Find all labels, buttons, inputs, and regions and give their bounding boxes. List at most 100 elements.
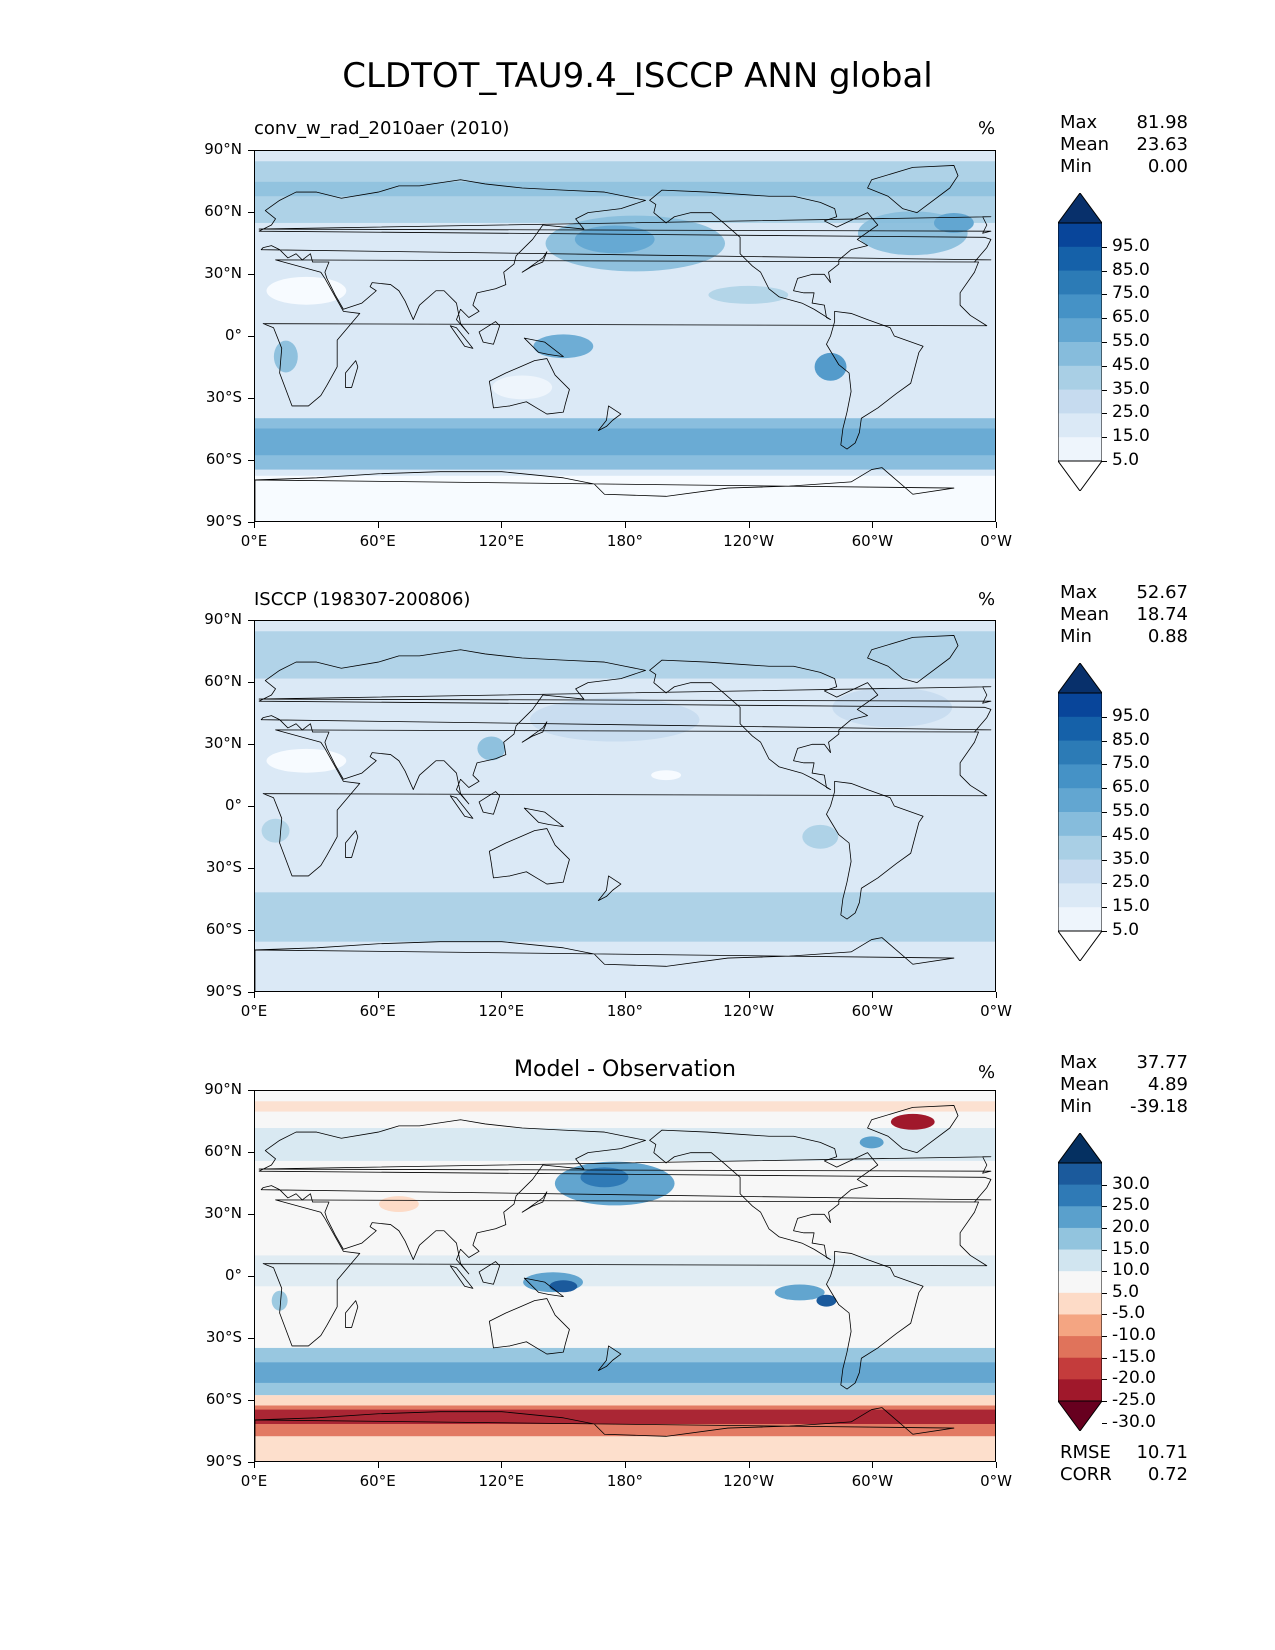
- x-tick: [872, 522, 874, 528]
- map-plot[interactable]: [254, 1090, 996, 1462]
- colorbar-tick-label: -25.0: [1112, 1390, 1156, 1410]
- colorbar-tick: [1102, 931, 1107, 932]
- y-tick: [248, 930, 254, 931]
- stats-box: Max 37.77 Mean 4.89 Min -39.18: [1060, 1052, 1188, 1118]
- colorbar-segment: [1058, 1314, 1102, 1337]
- map-plot[interactable]: [254, 620, 996, 992]
- colorbar-segment: [1058, 907, 1102, 932]
- colorbar-segment: [1058, 1336, 1102, 1359]
- colorbar-tick: [1102, 1357, 1107, 1359]
- africa-coastline: [262, 1199, 988, 1347]
- stat-mean: Mean 23.63: [1060, 134, 1188, 155]
- colorbar-tick-label: 75.0: [1112, 283, 1150, 304]
- y-tick-label: 30°N: [204, 264, 242, 282]
- blob-north-pacific-core: [580, 1167, 629, 1188]
- x-tick: [872, 992, 874, 998]
- band-antarctic-coast-core: [255, 1409, 995, 1424]
- japan-coastline: [521, 251, 548, 273]
- map-svg: [255, 1091, 995, 1461]
- x-tick: [501, 992, 503, 998]
- y-tick: [248, 992, 254, 993]
- colorbar-tick: [1102, 812, 1107, 813]
- blob-tibet-negative: [378, 1196, 419, 1213]
- colorbar-segment: [1058, 883, 1102, 908]
- x-tick: [254, 1462, 255, 1468]
- colorbar-tick: [1102, 413, 1107, 415]
- stat-min: Min 0.00: [1060, 156, 1188, 177]
- colorbar-tick-label: 35.0: [1112, 848, 1150, 869]
- map-plot[interactable]: [254, 150, 996, 522]
- map-svg: [255, 621, 995, 991]
- colorbar-tick: [1102, 246, 1107, 248]
- x-tick: [872, 1462, 874, 1468]
- blob-north-pacific-core: [574, 225, 655, 254]
- x-tick: [625, 992, 626, 998]
- colorbar-tick-label: 15.0: [1112, 426, 1150, 447]
- band-southern-ocean-core: [255, 1362, 995, 1383]
- antarctica-coastline: [255, 467, 955, 521]
- colorbar: [1058, 193, 1102, 491]
- x-tick-label: 0°E: [240, 1472, 268, 1490]
- x-tick-label: 60°E: [359, 1472, 396, 1490]
- colorbar-tick: [1102, 1379, 1107, 1381]
- blob-warm-pool-core: [549, 1280, 578, 1293]
- x-tick: [996, 992, 997, 998]
- colorbar-segment: [1058, 1227, 1102, 1251]
- colorbar-tick: [1102, 270, 1107, 272]
- blob-australia: [492, 375, 553, 400]
- blob-peru-core: [816, 1294, 837, 1307]
- x-tick-label: 180°: [606, 1472, 644, 1490]
- stat-mean: Mean 18.74: [1060, 604, 1188, 625]
- x-tick: [996, 522, 997, 528]
- colorbar-extend-bottom: [1058, 930, 1102, 961]
- colorbar-tick: [1102, 788, 1107, 790]
- colorbar-tick: [1102, 740, 1107, 742]
- x-tick-label: 120°W: [723, 532, 775, 550]
- units-label: %: [978, 1062, 996, 1083]
- x-tick: [748, 992, 750, 998]
- band-antarctic: [255, 475, 995, 521]
- colorbar-tick-label: 5.0: [1112, 1281, 1140, 1302]
- y-tick: [248, 1276, 254, 1277]
- y-tick-label: 90°N: [204, 1080, 242, 1098]
- y-tick-label: 0°: [224, 796, 242, 814]
- stats-box: Max 81.98 Mean 23.63 Min 0.00: [1060, 112, 1188, 178]
- x-tick: [254, 522, 255, 528]
- colorbar-tick-label: 35.0: [1112, 378, 1150, 399]
- colorbar-tick-label: 25.0: [1112, 1195, 1150, 1216]
- y-tick-label: 60°S: [205, 450, 242, 468]
- new-zealand-coastline: [597, 405, 622, 431]
- x-tick-label: 180°: [606, 1002, 644, 1020]
- madagascar-coastline: [345, 360, 359, 388]
- x-tick: [625, 522, 626, 528]
- colorbar-segment: [1058, 1292, 1102, 1315]
- colorbar-segment: [1058, 270, 1102, 295]
- y-tick-label: 0°: [224, 326, 242, 344]
- colorbar-tick: [1102, 461, 1107, 462]
- antarctica-coastline: [255, 937, 955, 991]
- colorbar-tick: [1102, 1422, 1107, 1424]
- x-tick: [501, 522, 503, 528]
- blob-north-atlantic-core: [933, 212, 974, 233]
- colorbar-extend-top: [1058, 663, 1102, 694]
- greenland-coastline: [867, 635, 959, 684]
- colorbar-extend-bottom: [1058, 460, 1102, 491]
- y-tick: [248, 1338, 254, 1339]
- south-america-coastline: [826, 310, 924, 450]
- antarctica-coastline: [255, 1407, 955, 1461]
- x-tick-label: 0°E: [240, 532, 268, 550]
- madagascar-coastline: [345, 1300, 359, 1328]
- x-tick-label: 0°W: [980, 1002, 1012, 1020]
- new-zealand-coastline: [597, 1345, 622, 1371]
- x-tick-label: 60°E: [359, 532, 396, 550]
- y-tick-label: 90°S: [205, 982, 242, 1000]
- colorbar: [1058, 663, 1102, 961]
- x-tick-label: 180°: [606, 532, 644, 550]
- panel-title: conv_w_rad_2010aer (2010): [254, 118, 510, 139]
- colorbar: [1058, 1133, 1102, 1431]
- colorbar-tick-label: 10.0: [1112, 1260, 1150, 1281]
- y-tick: [248, 522, 254, 523]
- rmse-corr-box: RMSE 10.71 CORR 0.72: [1060, 1442, 1188, 1486]
- y-tick-label: 0°: [224, 1266, 242, 1284]
- colorbar-tick-label: 65.0: [1112, 307, 1150, 328]
